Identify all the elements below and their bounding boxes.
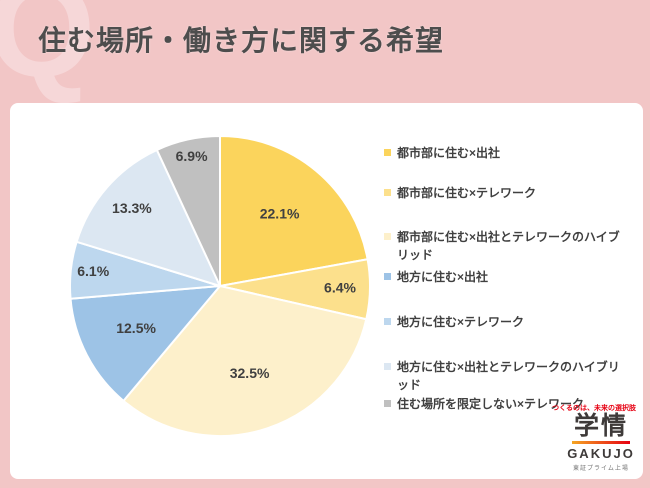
chart-card: 22.1% 6.4% 32.5% 12.5% 6.1% 13.3% 6.9% 都市部に住む×… (10, 103, 643, 479)
legend-label: 地方に住む×出社 (397, 270, 489, 284)
legend-swatch-icon (384, 273, 391, 280)
legend-item-7: 住む場所を限定しない×テレワーク (384, 395, 629, 413)
logo-gradient-bar-icon (572, 441, 630, 444)
legend-label: 都市部に住む×テレワーク (397, 186, 537, 200)
legend-swatch-icon (384, 363, 391, 370)
legend-item-5: 地方に住む×テレワーク (384, 313, 629, 331)
chart-legend: 都市部に住む×出社都市部に住む×テレワーク都市部に住む×出社とテレワークのハイブ… (10, 103, 643, 479)
logo-listing-label: 東証プライム上場 (573, 466, 629, 472)
pie-value-label-5: 6.1% (77, 263, 109, 279)
pie-slice-6 (75, 148, 221, 287)
page-title: 住む場所・働き方に関する希望 (38, 25, 445, 56)
pie-value-label-4: 12.5% (116, 320, 156, 336)
pie-slice-4 (69, 285, 221, 402)
pie-value-label-2: 6.4% (324, 279, 356, 295)
pie-value-label-1: 22.1% (260, 205, 300, 221)
legend-label: 地方に住む×テレワーク (397, 315, 525, 329)
logo-name-jp: 学情 (573, 411, 628, 440)
pie-slice-7 (155, 135, 221, 287)
legend-label: 地方に住む×出社とテレワークのハイブリッド (397, 360, 620, 392)
q-watermark: Q (0, 0, 96, 106)
legend-item-4: 地方に住む×出社 (384, 268, 629, 286)
pie-slice-3 (122, 285, 368, 437)
legend-item-6: 地方に住む×出社とテレワークのハイブリッド (384, 358, 629, 394)
legend-label: 住む場所を限定しない×テレワーク (397, 397, 585, 411)
pie-value-label-7: 6.9% (176, 148, 208, 164)
pie-slice-1 (219, 135, 369, 287)
legend-swatch-icon (384, 318, 391, 325)
pie-value-label-3: 32.5% (230, 365, 270, 381)
pie-chart: 22.1% 6.4% 32.5% 12.5% 6.1% 13.3% 6.9% (69, 135, 371, 437)
gakujo-logo: つくるのは、未来の選択肢 学情 GAKUJO 東証プライム上場 (552, 403, 636, 473)
logo-tagline: つくるのは、未来の選択肢 (552, 404, 636, 412)
pie-value-label-6: 13.3% (112, 200, 152, 216)
legend-item-1: 都市部に住む×出社 (384, 144, 629, 162)
legend-label: 都市部に住む×出社 (397, 146, 501, 160)
legend-item-2: 都市部に住む×テレワーク (384, 184, 629, 202)
legend-item-3: 都市部に住む×出社とテレワークのハイブリッド (384, 228, 629, 264)
legend-swatch-icon (384, 149, 391, 156)
legend-swatch-icon (384, 189, 391, 196)
legend-label: 都市部に住む×出社とテレワークのハイブリッド (397, 230, 620, 262)
legend-swatch-icon (384, 233, 391, 240)
legend-swatch-icon (384, 400, 391, 407)
logo-name-en: GAKUJO (567, 446, 635, 461)
